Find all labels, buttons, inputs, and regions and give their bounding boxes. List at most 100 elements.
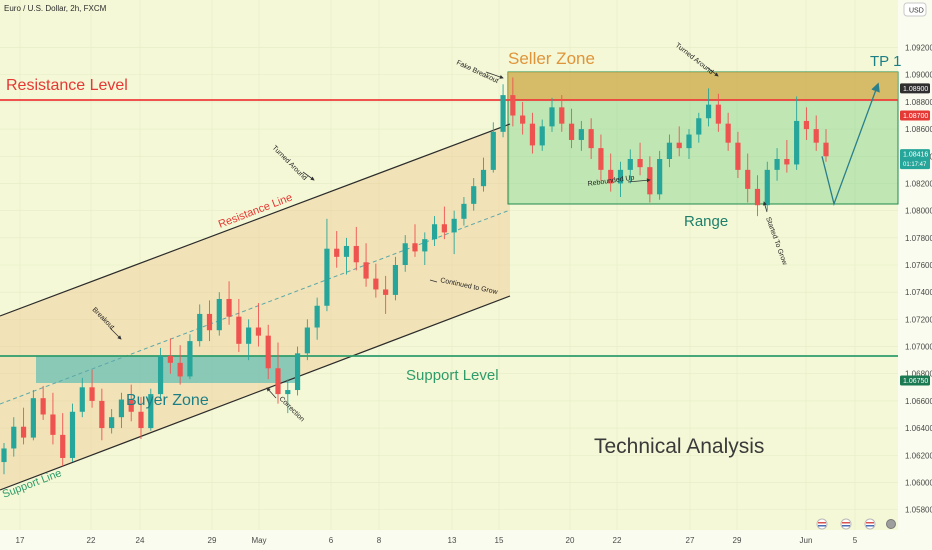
candle-body: [471, 186, 477, 204]
candle[interactable]: [803, 107, 810, 140]
candle[interactable]: [40, 385, 46, 420]
candle[interactable]: [471, 178, 477, 211]
candle[interactable]: [598, 134, 604, 181]
currency-badge[interactable]: [903, 2, 927, 17]
candle[interactable]: [383, 275, 389, 314]
candle[interactable]: [490, 122, 496, 173]
candle[interactable]: [60, 413, 66, 467]
candle[interactable]: [549, 97, 555, 132]
candle[interactable]: [363, 243, 369, 287]
candle[interactable]: [784, 139, 790, 173]
price-label[interactable]: 1.06750: [900, 375, 930, 386]
candle[interactable]: [265, 324, 271, 380]
candle[interactable]: [794, 96, 800, 170]
flag-icon[interactable]: [840, 518, 852, 530]
candle[interactable]: [441, 206, 447, 240]
candle[interactable]: [30, 390, 36, 441]
candle[interactable]: [373, 263, 379, 298]
symbol-title[interactable]: Euro / U.S. Dollar, 2h, FXCM: [4, 4, 107, 13]
resistance-line[interactable]: [0, 123, 511, 317]
candle[interactable]: [676, 126, 682, 157]
candle[interactable]: [50, 392, 56, 445]
candle[interactable]: [79, 377, 85, 418]
candle[interactable]: [177, 345, 183, 385]
candle[interactable]: [422, 232, 428, 265]
candle[interactable]: [500, 84, 506, 138]
candle[interactable]: [148, 388, 154, 431]
candle[interactable]: [343, 237, 350, 275]
candle[interactable]: [314, 297, 320, 340]
candle[interactable]: [578, 120, 584, 151]
candle[interactable]: [686, 129, 692, 159]
candle[interactable]: [559, 95, 565, 132]
flag-icon[interactable]: [816, 518, 828, 530]
candle[interactable]: [637, 142, 643, 176]
candle[interactable]: [588, 118, 594, 159]
candle[interactable]: [167, 338, 173, 374]
candle[interactable]: [206, 300, 213, 342]
candle[interactable]: [324, 218, 330, 312]
flag-icon[interactable]: [864, 518, 876, 530]
time-axis[interactable]: [0, 530, 898, 550]
candle[interactable]: [813, 115, 819, 151]
price-axis[interactable]: [898, 0, 932, 550]
candle[interactable]: [451, 210, 457, 255]
candle[interactable]: [109, 409, 115, 434]
candle[interactable]: [539, 119, 545, 151]
candle[interactable]: [431, 216, 438, 246]
candle[interactable]: [510, 77, 516, 127]
candle[interactable]: [715, 93, 721, 132]
candle[interactable]: [764, 161, 770, 211]
candle[interactable]: [568, 108, 575, 149]
candle[interactable]: [1, 443, 7, 475]
candle[interactable]: [480, 157, 487, 192]
candle[interactable]: [69, 403, 76, 463]
candle[interactable]: [774, 148, 780, 181]
candle[interactable]: [627, 149, 633, 184]
candle[interactable]: [461, 197, 467, 226]
candle[interactable]: [617, 161, 624, 198]
candle[interactable]: [725, 112, 731, 151]
candle[interactable]: [754, 175, 761, 217]
candle[interactable]: [11, 417, 17, 457]
candle[interactable]: [304, 319, 310, 361]
candle[interactable]: [255, 303, 262, 347]
candle[interactable]: [20, 407, 27, 445]
candle[interactable]: [666, 134, 673, 168]
candle[interactable]: [187, 334, 193, 380]
candle[interactable]: [823, 129, 829, 162]
candle[interactable]: [520, 101, 526, 135]
candle[interactable]: [529, 112, 536, 154]
candle[interactable]: [402, 235, 408, 272]
candle[interactable]: [745, 153, 751, 203]
candle[interactable]: [294, 346, 301, 396]
price-label[interactable]: 1.08700: [900, 110, 930, 121]
event-dot-icon[interactable]: [886, 519, 896, 529]
candle[interactable]: [226, 281, 232, 325]
candle[interactable]: [657, 150, 663, 200]
candle[interactable]: [118, 392, 125, 429]
price-label[interactable]: 1.08416 01:17:47: [900, 149, 930, 170]
candle[interactable]: [138, 396, 144, 439]
candle[interactable]: [412, 224, 418, 257]
candle[interactable]: [246, 319, 252, 361]
candle[interactable]: [236, 298, 242, 352]
candle[interactable]: [334, 231, 340, 268]
candle[interactable]: [392, 256, 399, 301]
candle[interactable]: [285, 379, 291, 414]
candle[interactable]: [128, 384, 134, 422]
candle[interactable]: [275, 342, 281, 404]
candle[interactable]: [216, 292, 222, 336]
candle[interactable]: [705, 88, 712, 127]
candle[interactable]: [735, 131, 741, 179]
candle[interactable]: [99, 388, 105, 441]
candle[interactable]: [696, 112, 702, 143]
support-line[interactable]: [0, 295, 511, 491]
candle[interactable]: [608, 153, 614, 192]
candle[interactable]: [353, 226, 359, 271]
candle[interactable]: [157, 347, 164, 399]
candle[interactable]: [89, 369, 95, 408]
price-label[interactable]: 1.08900: [900, 83, 930, 94]
candle[interactable]: [197, 304, 203, 347]
